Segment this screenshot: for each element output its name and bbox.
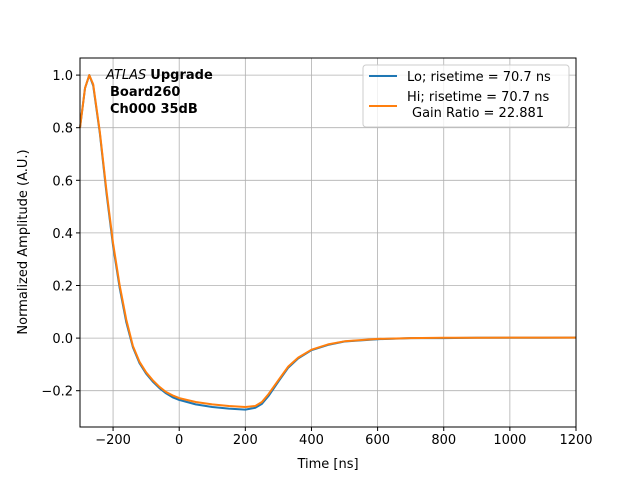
y-tick-label: 0.2 bbox=[52, 280, 73, 295]
x-tick-label: 800 bbox=[431, 433, 456, 448]
y-tick-label: 0.6 bbox=[52, 174, 73, 189]
y-tick-label: 0.4 bbox=[52, 227, 73, 242]
y-axis-label: Normalized Amplitude (A.U.) bbox=[16, 149, 31, 334]
y-tick-label: 0.0 bbox=[52, 332, 73, 347]
plot-frame bbox=[79, 57, 577, 428]
x-tick-label: 0 bbox=[175, 433, 183, 448]
x-tick-label: 600 bbox=[365, 433, 390, 448]
series-lines bbox=[79, 74, 577, 411]
y-tick-label: 1.0 bbox=[52, 69, 73, 84]
series-hi-line bbox=[79, 74, 576, 408]
x-tick-label: 400 bbox=[299, 433, 324, 448]
x-tick-label: 200 bbox=[233, 433, 258, 448]
annotation: ATLAS Upgrade Board260 Ch000 35dB bbox=[105, 68, 213, 117]
annotation-board: Board260 bbox=[110, 85, 180, 100]
x-tick-label: 1000 bbox=[493, 433, 526, 448]
legend-label-lo: Lo; risetime = 70.7 ns bbox=[407, 70, 551, 85]
x-tick-label: −200 bbox=[95, 433, 131, 448]
x-axis-label: Time [ns] bbox=[296, 457, 358, 472]
annotation-bold: Upgrade bbox=[150, 68, 213, 83]
y-tick-label: −0.2 bbox=[41, 385, 73, 400]
annotation-channel: Ch000 35dB bbox=[110, 102, 198, 117]
y-tick-label: 0.8 bbox=[52, 122, 73, 137]
legend: Lo; risetime = 70.7 ns Hi; risetime = 70… bbox=[362, 64, 570, 128]
legend-label-hi-2: Gain Ratio = 22.881 bbox=[412, 106, 544, 121]
annotation-italic: ATLAS bbox=[105, 68, 146, 83]
x-tick-label: 1200 bbox=[559, 433, 592, 448]
legend-label-hi-1: Hi; risetime = 70.7 ns bbox=[407, 90, 549, 105]
ticks: −200 0 200 400 600 800 1000 1200 −0.2 0.0 0.2 0.4 0.… bbox=[41, 69, 592, 448]
